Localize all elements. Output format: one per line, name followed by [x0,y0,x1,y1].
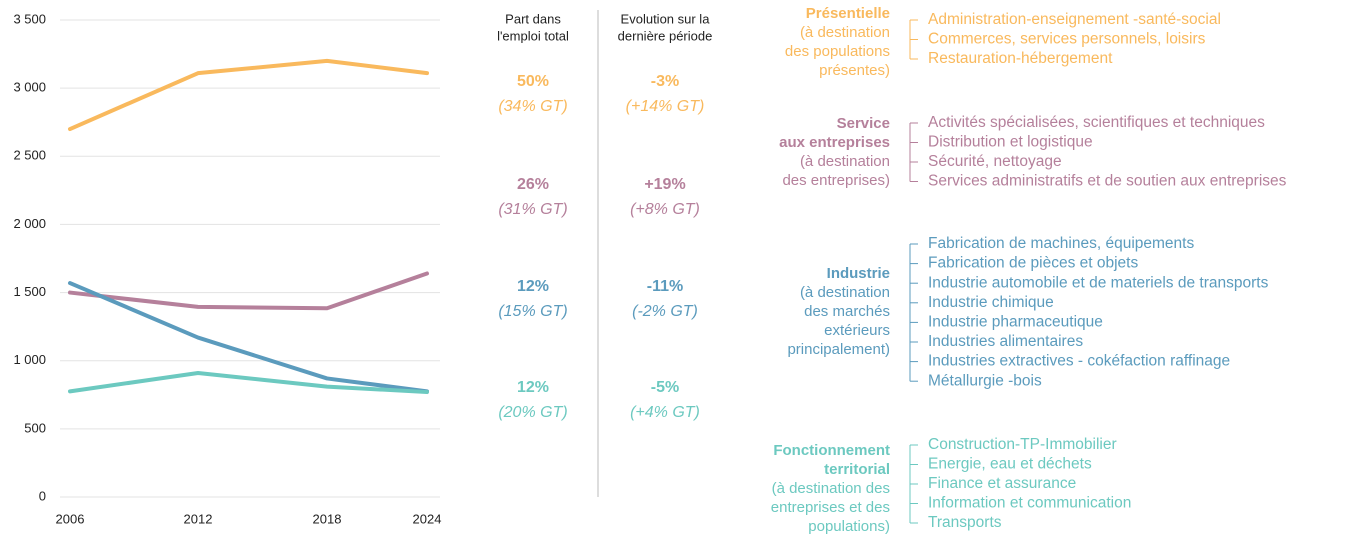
group-item: Administration-enseignement -santé-socia… [928,11,1221,28]
group-title: territorial [824,461,890,478]
group-subtitle: (à destination des [772,480,890,497]
group-item: Fabrication de pièces et objets [928,255,1138,272]
x-tick-label: 2012 [184,511,213,526]
evolution-gt: (-2% GT) [632,303,698,320]
group-title: Service [837,115,890,132]
evolution-gt: (+8% GT) [630,201,700,218]
group-item: Information et communication [928,495,1131,512]
evolution-value: +19% [644,176,685,193]
series-line [68,58,429,132]
evolution-value: -11% [647,278,683,295]
group-subtitle: (à destination [800,153,890,170]
share-value: 12% [517,278,549,295]
y-tick-label: 1 500 [13,284,46,299]
group-item: Industrie pharmaceutique [928,313,1103,330]
group-subtitle: entreprises et des [771,499,890,516]
group-item: Finance et assurance [928,475,1076,492]
y-tick-label: 3 000 [13,80,46,95]
group-subtitle: présentes) [819,62,890,79]
share-value: 12% [517,379,549,396]
series-line [68,281,429,394]
share-gt: (20% GT) [498,404,567,421]
column-header: Evolution sur la [621,11,711,26]
group-subtitle: des marchés [804,303,890,320]
group-item: Industries alimentaires [928,333,1083,350]
y-tick-label: 2 500 [13,148,46,163]
series-line [68,370,429,395]
evolution-value: -3% [651,73,679,90]
y-tick-label: 0 [39,488,46,503]
evolution-gt: (+14% GT) [626,98,705,115]
x-tick-label: 2024 [413,511,442,526]
group-item: Distribution et logistique [928,134,1093,151]
series-line [68,271,429,311]
share-gt: (15% GT) [498,303,567,320]
group-title: Présentielle [806,5,890,22]
x-tick-label: 2006 [56,511,85,526]
group-subtitle: populations) [808,518,890,534]
group-title: aux entreprises [779,134,890,151]
column-header: dernière période [618,28,713,43]
column-header: l'emploi total [497,28,569,43]
share-value: 26% [517,176,549,193]
evolution-gt: (+4% GT) [630,404,700,421]
group-item: Transports [928,514,1002,531]
group-item: Restauration-hébergement [928,50,1113,67]
column-header: Part dans [505,11,561,26]
y-tick-label: 1 000 [13,352,46,367]
group-item: Services administratifs et de soutien au… [928,173,1287,190]
group-item: Fabrication de machines, équipements [928,235,1194,252]
share-gt: (31% GT) [498,201,567,218]
group-item: Construction-TP-Immobilier [928,436,1117,453]
group-item: Industries extractives - cokéfaction raf… [928,353,1230,370]
group-item: Industrie automobile et de materiels de … [928,274,1269,291]
group-subtitle: des entreprises) [782,172,890,189]
group-item: Sécurité, nettoyage [928,153,1062,170]
group-subtitle: principalement) [787,341,890,358]
evolution-value: -5% [651,379,679,396]
group-subtitle: (à destination [800,24,890,41]
y-tick-label: 500 [24,420,46,435]
x-tick-label: 2018 [313,511,342,526]
y-tick-label: 2 000 [13,216,46,231]
group-item: Métallurgie -bois [928,372,1042,389]
group-item: Energie, eau et déchets [928,456,1092,473]
group-title: Industrie [827,265,890,282]
y-tick-label: 3 500 [13,11,46,26]
group-item: Commerces, services personnels, loisirs [928,31,1206,48]
share-value: 50% [517,73,549,90]
share-gt: (34% GT) [498,98,567,115]
group-title: Fonctionnement [773,442,890,459]
group-subtitle: (à destination [800,284,890,301]
group-subtitle: des populations [785,43,890,60]
group-item: Activités spécialisées, scientifiques et… [928,114,1265,131]
group-item: Industrie chimique [928,294,1054,311]
group-subtitle: extérieurs [824,322,890,339]
